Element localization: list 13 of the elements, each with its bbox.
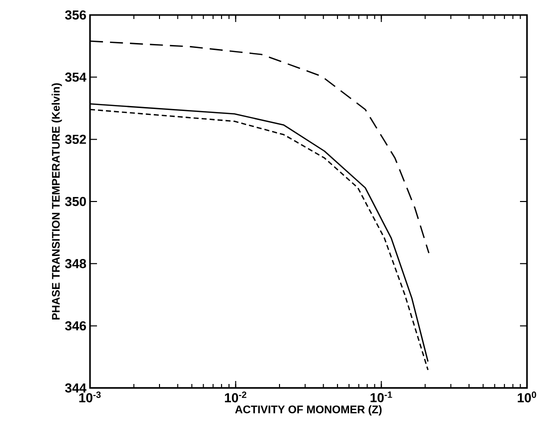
y-axis-title: PHASE TRANSITION TEMPERATURE (Kelvin) xyxy=(52,83,62,320)
y-tick-label: 348 xyxy=(65,259,86,268)
y-tick-label: 350 xyxy=(65,196,86,206)
x-tick-label: 10$^{-1}$ xyxy=(370,392,392,402)
x-tick-label: 10$^{0}$ xyxy=(518,392,536,402)
y-tick-label: 352 xyxy=(65,134,86,144)
x-axis-title: ACTIVITY OF MONOMER (Z) xyxy=(235,405,382,416)
y-tick-label: 346 xyxy=(65,321,86,330)
y-tick-label: 344 xyxy=(65,383,86,393)
y-tick-label: 354 xyxy=(65,72,86,82)
x-tick-label: 10$^{-3}$ xyxy=(79,392,101,402)
x-tick-label: 10$^{-2}$ xyxy=(224,392,246,402)
y-tick-label: 356 xyxy=(65,10,86,20)
